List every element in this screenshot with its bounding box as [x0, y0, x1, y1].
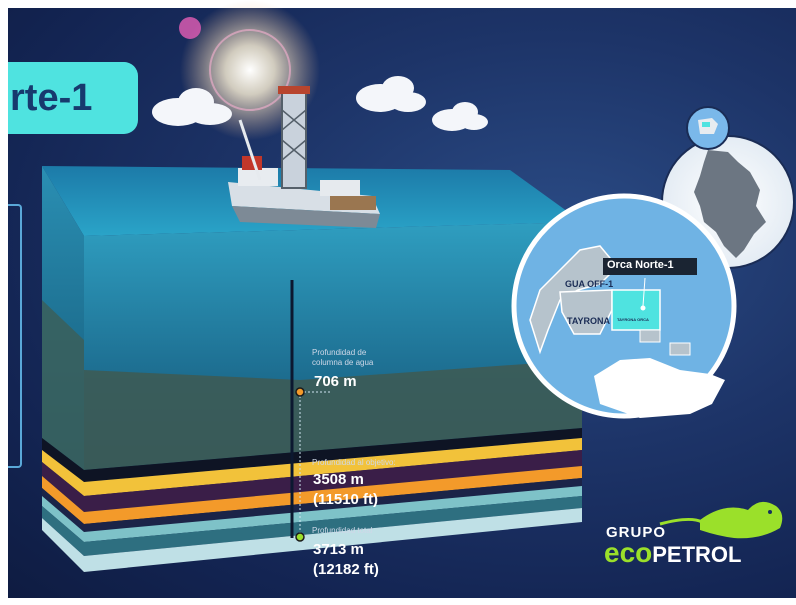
page-title: rte-1 — [10, 76, 93, 119]
title-banner: rte-1 — [8, 62, 138, 134]
total-depth-label: Profundidad total — [312, 526, 373, 535]
geologic-strata — [42, 428, 582, 572]
block-label-gua-off: GUA OFF-1 — [565, 279, 614, 289]
target-depth-meters: 3508 m — [313, 471, 364, 488]
water-depth-marker — [295, 387, 305, 397]
logo-eco: eco — [604, 537, 653, 568]
drilling-rig-icon — [228, 86, 380, 228]
cloud-icon — [356, 76, 426, 112]
logo-grupo: GRUPO — [606, 524, 667, 541]
frame-border — [0, 0, 8, 605]
well-callout — [603, 258, 697, 275]
cloud-icon — [432, 102, 488, 131]
side-panel-edge — [8, 204, 22, 468]
coastline — [594, 358, 725, 418]
seabed — [84, 360, 582, 470]
company-logo: ecoPETROL — [604, 538, 741, 570]
block-label-tayrona: TAYRONA — [567, 316, 611, 326]
lens-flare-icon — [179, 17, 201, 39]
water-depth-label: Profundidad de columna de agua — [312, 348, 373, 368]
block-label-tayrona-orca: TAYRONA ORCA — [617, 317, 649, 322]
water-depth-value: 706 m — [314, 373, 357, 390]
total-depth-meters: 3713 m — [313, 541, 364, 558]
target-depth-feet: (11510 ft) — [313, 491, 379, 508]
water-depth-label-line1: Profundidad de — [312, 348, 367, 357]
total-depth-marker — [295, 532, 305, 542]
target-depth-label: Profundidad al objetivo: — [312, 458, 396, 467]
colombia-map — [694, 150, 766, 258]
frame-border — [0, 0, 796, 8]
frame-border — [0, 598, 796, 605]
water-depth-label-line2: columna de agua — [312, 358, 374, 367]
total-depth-feet: (12182 ft) — [313, 561, 379, 578]
iguana-logo-icon — [659, 501, 783, 539]
cloud-icon — [152, 88, 232, 126]
well-name-label: Orca Norte-1 — [607, 259, 674, 271]
logo-petrol: PETROL — [652, 542, 742, 567]
